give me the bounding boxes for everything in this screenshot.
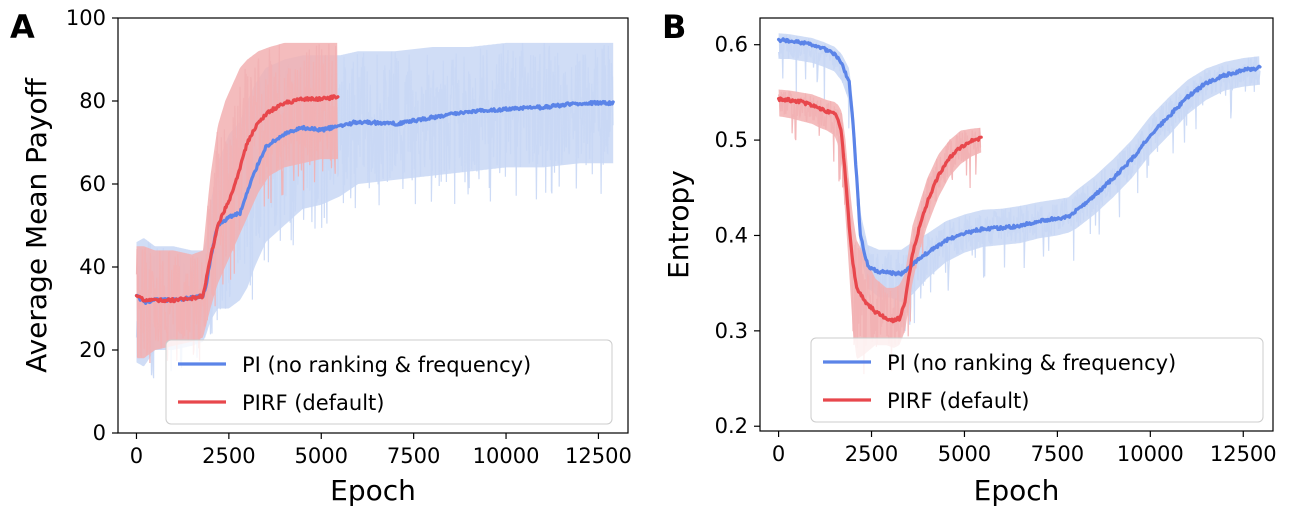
- plot-frame: [117, 17, 629, 434]
- legend: PI (no ranking & frequency) PIRF (default…: [165, 339, 613, 425]
- y-tick-label: 0.2: [715, 414, 748, 438]
- series-line-1: [134, 94, 340, 304]
- y-tick-label: 60: [79, 172, 106, 196]
- y-tick-label: 0.3: [715, 319, 748, 343]
- y-tick-label: 0.4: [715, 223, 748, 247]
- legend-box: [165, 339, 613, 425]
- y-tick-label: 20: [79, 338, 106, 362]
- x-tick-label: 12500: [565, 444, 632, 468]
- x-axis-label: Epoch: [330, 474, 416, 507]
- y-axis-label: Entropy: [662, 170, 695, 279]
- plot-area: [777, 33, 1262, 375]
- series-line-0: [777, 37, 1262, 277]
- legend-label-0: PI (no ranking & frequency): [242, 353, 531, 377]
- legend-label-1: PIRF (default): [887, 389, 1029, 413]
- y-tick-label: 80: [79, 89, 106, 113]
- x-tick-label: 2500: [202, 444, 255, 468]
- legend-label-0: PI (no ranking & frequency): [887, 351, 1176, 375]
- plot-frame: [759, 17, 1274, 432]
- x-tick-label: 5000: [295, 444, 348, 468]
- y-tick-label: 100: [66, 6, 106, 30]
- y-tick-label: 0: [93, 421, 106, 445]
- y-tick-label: 0.5: [715, 128, 748, 152]
- plot-area: [134, 42, 615, 379]
- series-raw-1: [135, 43, 338, 364]
- x-tick-label: 10000: [473, 444, 540, 468]
- x-tick-label: 12500: [1210, 442, 1277, 466]
- x-tick-label: 10000: [1117, 442, 1184, 466]
- x-tick-label: 0: [772, 442, 785, 466]
- y-axis-label: Average Mean Payoff: [20, 77, 53, 373]
- x-axis-label: Epoch: [974, 474, 1060, 507]
- y-tick-label: 0.6: [715, 33, 748, 57]
- panel-a: 0 2500 5000 7500 10000 12500 0 20 40 60 80 100 Epoch…: [10, 6, 632, 507]
- panel-letter: A: [10, 8, 35, 46]
- x-tick-label: 5000: [938, 442, 991, 466]
- legend-label-1: PIRF (default): [242, 391, 384, 415]
- y-tick-label: 40: [79, 255, 106, 279]
- x-tick-label: 7500: [1031, 442, 1084, 466]
- panel-letter: B: [662, 8, 686, 46]
- x-tick-label: 2500: [845, 442, 898, 466]
- series-band-0: [778, 33, 1260, 303]
- panel-b: 0 2500 5000 7500 10000 12500 0.2 0.3 0.4 0.5 0.6 Ep…: [662, 8, 1277, 507]
- x-tick-label: 7500: [387, 444, 440, 468]
- x-tick-label: 0: [130, 444, 143, 468]
- series-band-1: [136, 42, 338, 359]
- legend: PI (no ranking & frequency) PIRF (default…: [810, 337, 1264, 423]
- legend-box: [810, 337, 1264, 423]
- series-line-1: [777, 96, 983, 324]
